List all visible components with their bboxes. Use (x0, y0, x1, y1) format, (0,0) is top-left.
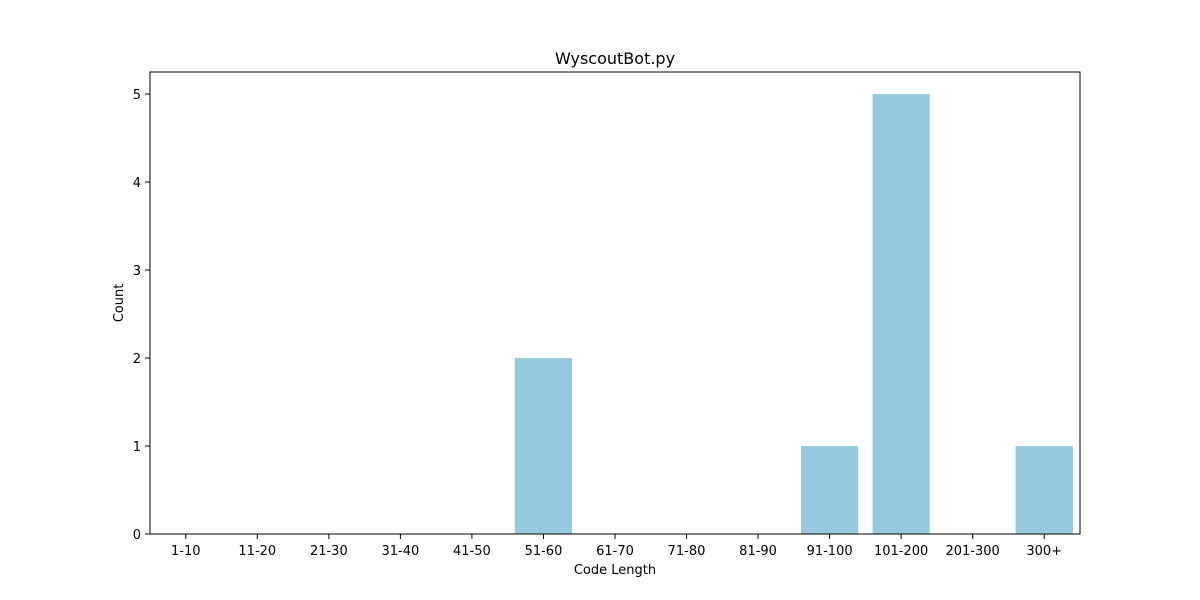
y-axis-label: Count (112, 284, 127, 323)
y-tick-label: 1 (133, 440, 141, 455)
y-tick-label: 2 (133, 352, 141, 367)
x-tick-label: 1-10 (171, 544, 201, 559)
x-tick-label: 91-100 (807, 544, 853, 559)
x-tick-label: 81-90 (739, 544, 777, 559)
chart-title: WyscoutBot.py (555, 49, 675, 68)
x-tick-label: 31-40 (381, 544, 419, 559)
y-tick-label: 3 (133, 264, 141, 279)
x-tick-label: 51-60 (525, 544, 563, 559)
bar-51-60 (514, 358, 573, 534)
x-tick-label: 201-300 (946, 544, 1000, 559)
x-axis-label: Code Length (574, 563, 656, 578)
bar-91-100 (801, 446, 859, 534)
y-tick-label: 5 (133, 88, 141, 103)
y-tick-label: 0 (133, 528, 141, 543)
x-axis-ticks: 1-10 11-20 21-30 31-40 41-50 51-60 61-70 71-80 8… (171, 534, 1062, 559)
plot-frame (149, 71, 1081, 535)
x-tick-label: 101-200 (874, 544, 928, 559)
x-tick-label: 21-30 (310, 544, 348, 559)
x-tick-label: 61-70 (596, 544, 634, 559)
bars-group (514, 94, 1073, 534)
bar-101-200 (872, 94, 930, 534)
y-axis-ticks: 0 1 2 3 4 5 (133, 88, 150, 543)
x-tick-label: 71-80 (668, 544, 706, 559)
y-tick-label: 4 (133, 176, 141, 191)
x-tick-label: 41-50 (453, 544, 491, 559)
x-tick-label: 11-20 (238, 544, 276, 559)
x-tick-label: 300+ (1026, 544, 1062, 559)
bar-300+ (1015, 446, 1073, 534)
